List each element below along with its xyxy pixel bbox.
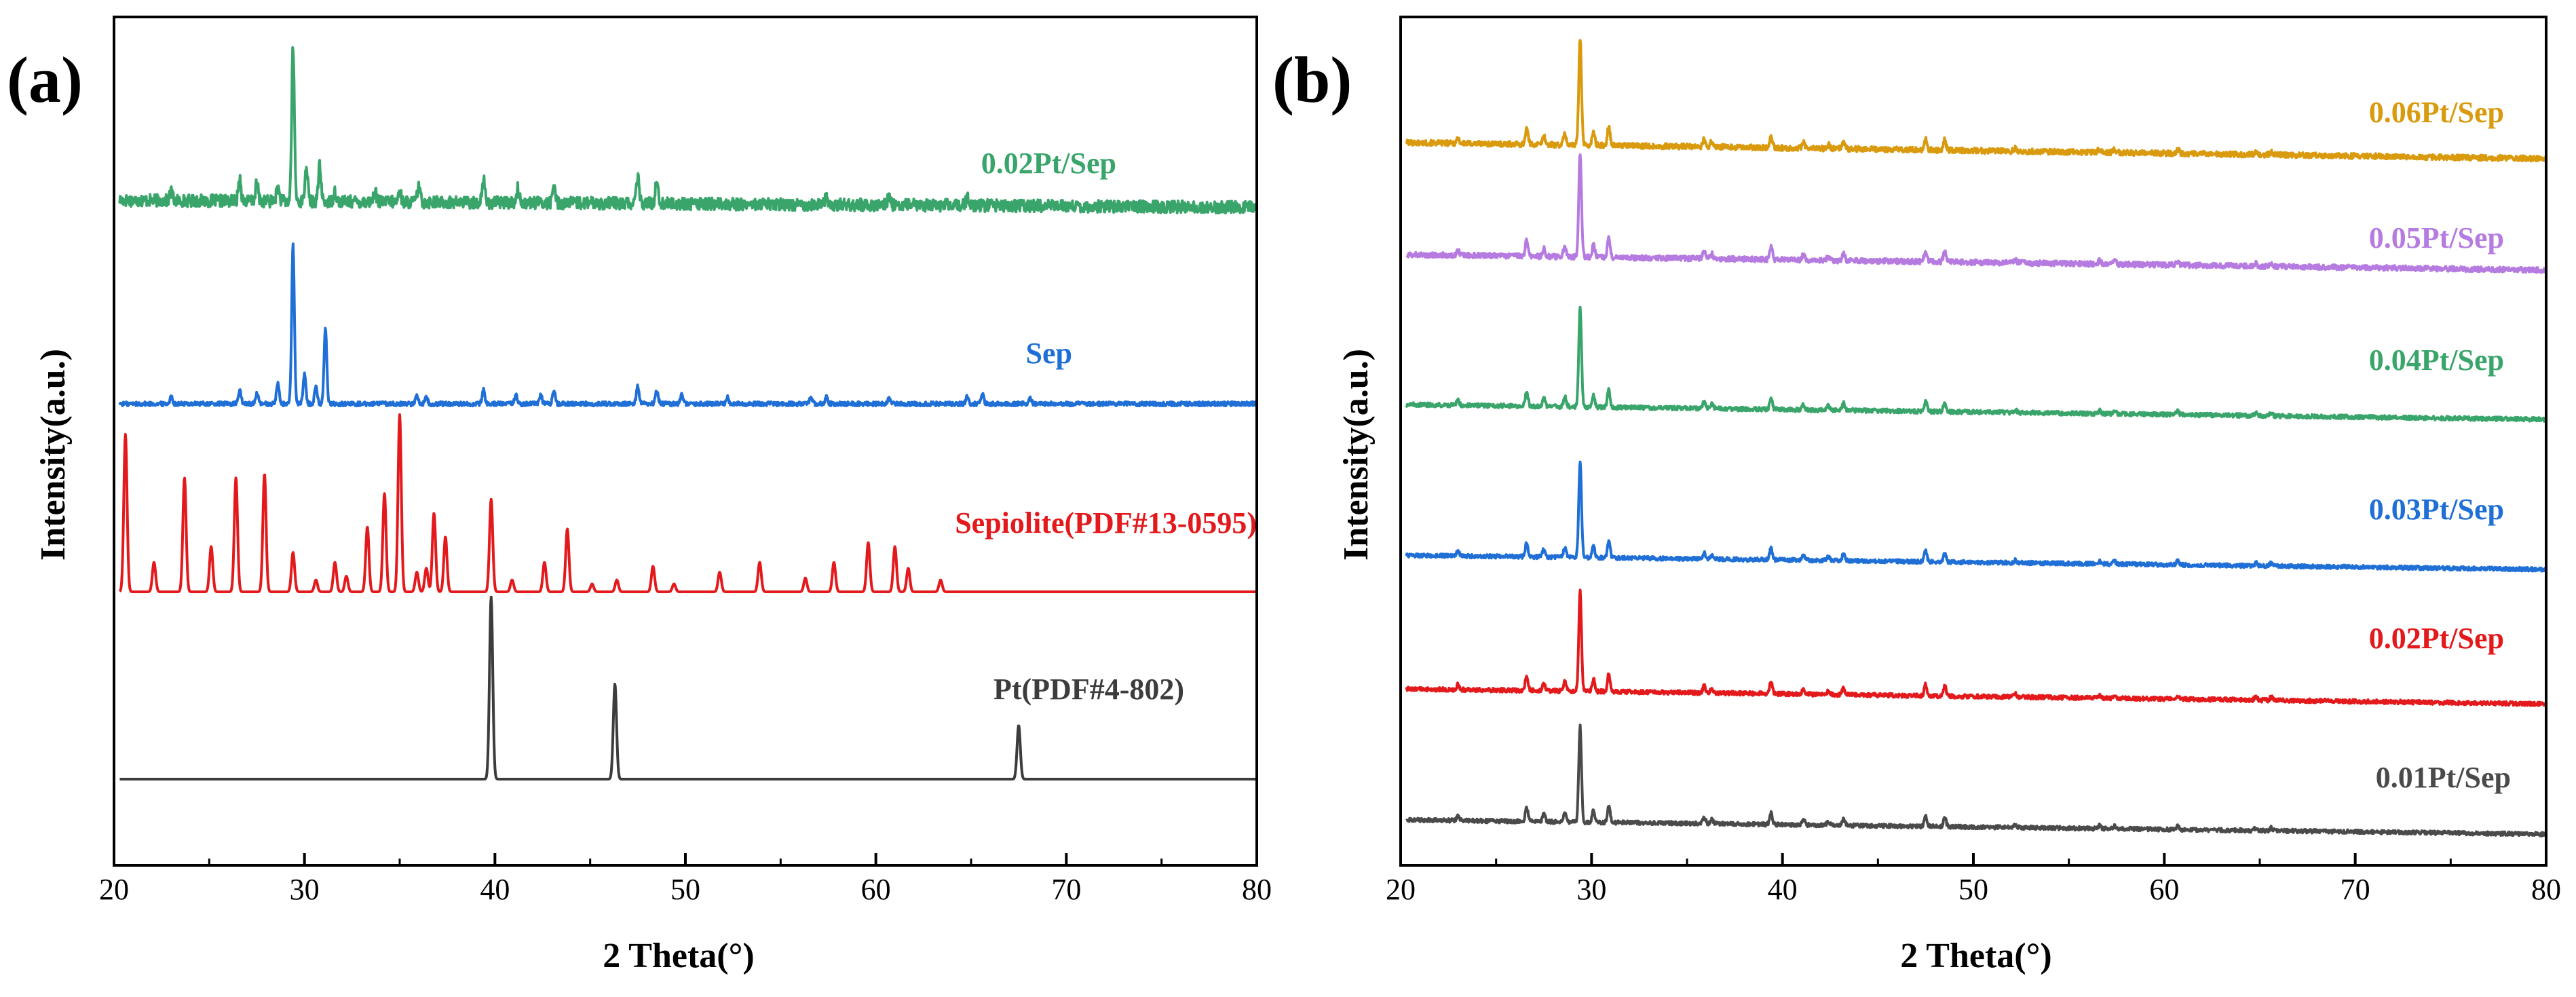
series-label: 0.04Pt/Sep [2369,343,2504,377]
x-tick-label: 30 [1576,873,1606,906]
series-label: 0.01Pt/Sep [2376,761,2511,794]
x-tick-label: 50 [670,873,700,906]
x-tick-label: 70 [1051,873,1081,906]
panel-a-label: (a) [7,43,83,116]
x-tick-label: 50 [1958,873,1988,906]
panel-b: (b) Intensity(a.u.) 2 Theta(°) 20 30 40 50 6… [1272,16,2561,975]
series-line-sep [118,242,1258,408]
x-tick-label: 20 [1386,873,1416,906]
panel-b-frame [1399,16,2547,867]
x-tick-label: 40 [480,873,510,906]
x-tick-label: 80 [2531,873,2561,906]
series-line-0-04pt-sep [1405,305,2547,423]
series-label: Pt(PDF#4-802) [993,673,1184,706]
panel-b-label: (b) [1272,43,1352,116]
x-tick-label: 30 [290,873,320,906]
panel-b-xlabel: 2 Theta(°) [1900,937,2052,975]
series-label: 0.02Pt/Sep [981,147,1116,180]
series-label: Sep [1026,337,1072,370]
panel-a: (a) Intensity(a.u.) 2 Theta(°) 20 30 40 50 6… [7,16,1272,975]
panel-a-frame [113,16,1258,867]
panel-a-xlabel: 2 Theta(°) [603,937,755,975]
series-label: 0.06Pt/Sep [2369,96,2504,129]
x-tick-label: 60 [861,873,891,906]
series-line-0-06pt-sep [1405,39,2547,163]
series-line-0-03pt-sep [1405,460,2547,573]
x-tick-label: 80 [1242,873,1272,906]
x-tick-label: 40 [1768,873,1798,906]
x-tick-label: 70 [2341,873,2370,906]
x-tick-label: 60 [2149,873,2179,906]
series-line-pt-pdf-4-802- [119,595,1258,780]
series-line-0-02pt-sep [1405,588,2547,707]
series-line-0-02pt-sep [118,46,1258,214]
x-tick-label: 20 [99,873,129,906]
series-label: 0.02Pt/Sep [2369,622,2504,655]
series-label: Sepiolite(PDF#13-0595) [955,506,1257,540]
series-line-0-01pt-sep [1405,723,2547,838]
series-label: 0.05Pt/Sep [2369,221,2504,255]
panel-a-ylabel: Intensity(a.u.) [34,349,73,561]
series-label: 0.03Pt/Sep [2369,493,2504,526]
series-line-sepiolite-pdf-13-0595- [118,413,1258,593]
series-line-0-05pt-sep [1405,153,2547,274]
panel-b-ylabel: Intensity(a.u.) [1337,349,1376,561]
